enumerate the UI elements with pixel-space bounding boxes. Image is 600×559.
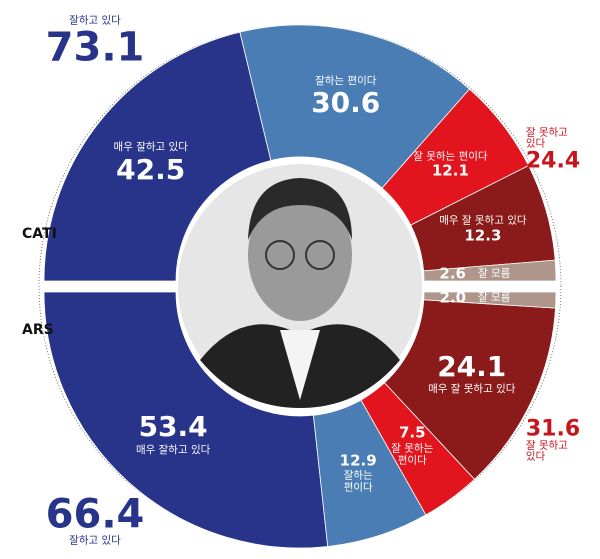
face	[248, 189, 352, 321]
segment-label: 잘 못하는 편이다 12.1	[413, 150, 487, 179]
value-label: 12.9	[339, 451, 377, 470]
value-label: 12.3	[464, 225, 502, 244]
category-label: 잘 모름	[477, 267, 511, 280]
segment-label: 53.4 매우 잘하고 있다	[135, 410, 211, 456]
segment	[43, 291, 329, 549]
value-label: 12.1	[431, 161, 469, 180]
segment	[43, 31, 272, 282]
value-label: 42.5	[116, 152, 186, 186]
category-label: 잘하는 편이다	[343, 469, 373, 494]
total-label: 잘 못하고 있다	[525, 439, 568, 463]
segment-label: 7.5 잘 못하는 편이다	[391, 423, 434, 466]
segment-label: 12.9 잘하는 편이다	[339, 451, 377, 494]
total-value: 24.4	[525, 148, 581, 174]
total: 잘하고 있다 73.1	[45, 14, 145, 71]
category-label: 매우 잘 못하고 있다	[439, 214, 527, 227]
segment-label: 2.6 잘 모름	[439, 264, 511, 283]
value-label: 30.6	[311, 85, 381, 119]
hair	[248, 178, 352, 240]
segment	[423, 259, 557, 282]
value-label: 53.4	[138, 410, 208, 444]
total: 잘 못하고 있다 24.4	[525, 126, 581, 174]
value-label: 24.1	[437, 350, 507, 384]
portrait	[178, 164, 422, 408]
segment-label: 잘하는 편이다 30.6	[311, 74, 380, 118]
total-value: 66.4	[45, 491, 145, 538]
total-label: 잘하고 있다	[69, 534, 121, 547]
shirt	[280, 330, 320, 400]
category-label: 잘하는 편이다	[315, 74, 377, 87]
segment-label: 24.1 매우 잘 못하고 있다	[428, 350, 516, 396]
category-label: 매우 잘 못하고 있다	[428, 383, 516, 396]
glasses	[265, 240, 295, 270]
total-label: 잘하고 있다	[69, 14, 121, 27]
category-label: 매우 잘하고 있다	[135, 443, 211, 456]
group-label: ARS	[22, 322, 54, 338]
value-label: 2.0	[439, 287, 467, 306]
category-label: 매우 잘하고 있다	[113, 141, 188, 154]
segment	[239, 24, 471, 189]
total-label: 잘 못하고 있다	[525, 126, 568, 150]
value-label: 2.6	[439, 264, 466, 283]
segment-label: 매우 잘 못하고 있다 12.3	[439, 215, 526, 244]
glasses	[305, 240, 335, 270]
total: 31.6 잘 못하고 있다	[526, 417, 580, 462]
group-label: CATI	[22, 226, 57, 242]
segment-label: 2.0 잘 모름	[439, 287, 511, 306]
value-label: 7.5	[398, 423, 426, 442]
segment-label: 매우 잘하고 있다 42.5	[114, 141, 188, 185]
category-label: 잘 모름	[478, 291, 511, 304]
total-value: 73.1	[45, 24, 145, 71]
category-label: 잘 못하는 편이다	[413, 150, 488, 163]
total-value: 31.6	[525, 416, 581, 442]
segment	[423, 291, 557, 309]
outer-ring	[38, 24, 562, 548]
total: 66.4 잘하고 있다	[46, 493, 145, 546]
category-label: 잘 못하는 편이다	[391, 441, 434, 466]
